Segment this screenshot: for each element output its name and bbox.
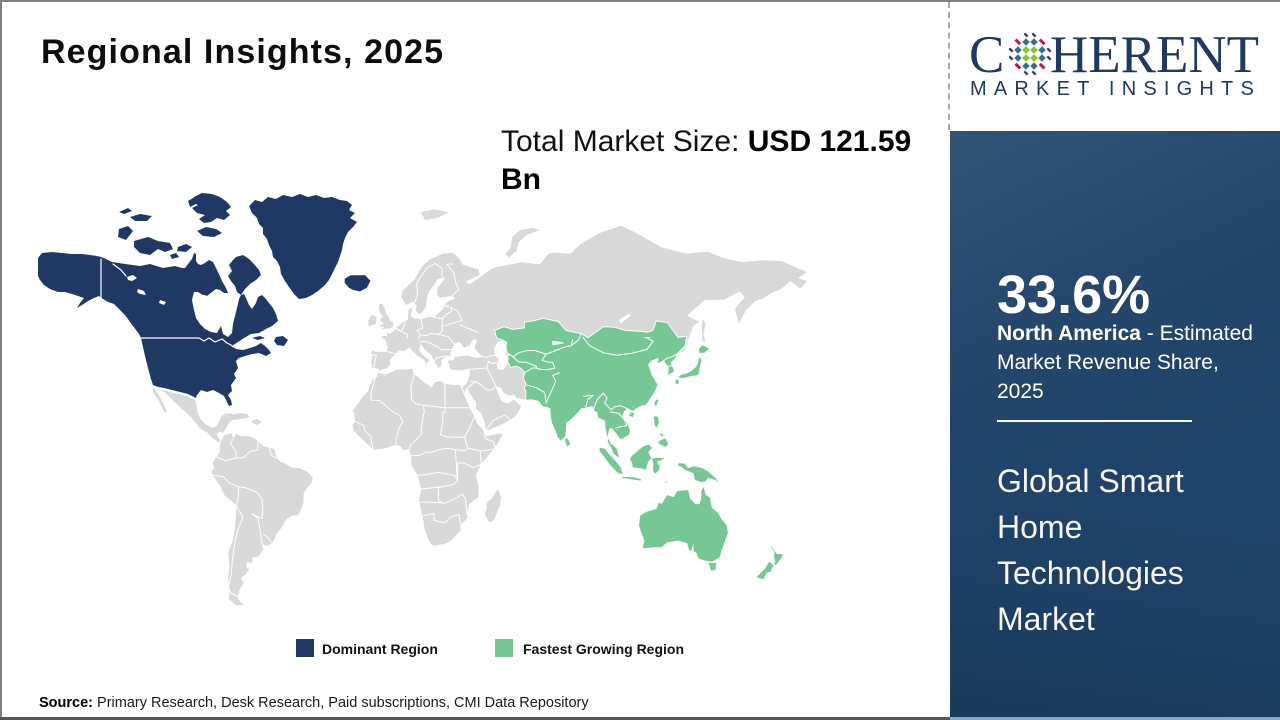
svg-text:MARKET INSIGHTS: MARKET INSIGHTS [970,78,1261,100]
svg-text:C: C [969,26,1004,84]
svg-text:HERENT: HERENT [1050,26,1259,84]
